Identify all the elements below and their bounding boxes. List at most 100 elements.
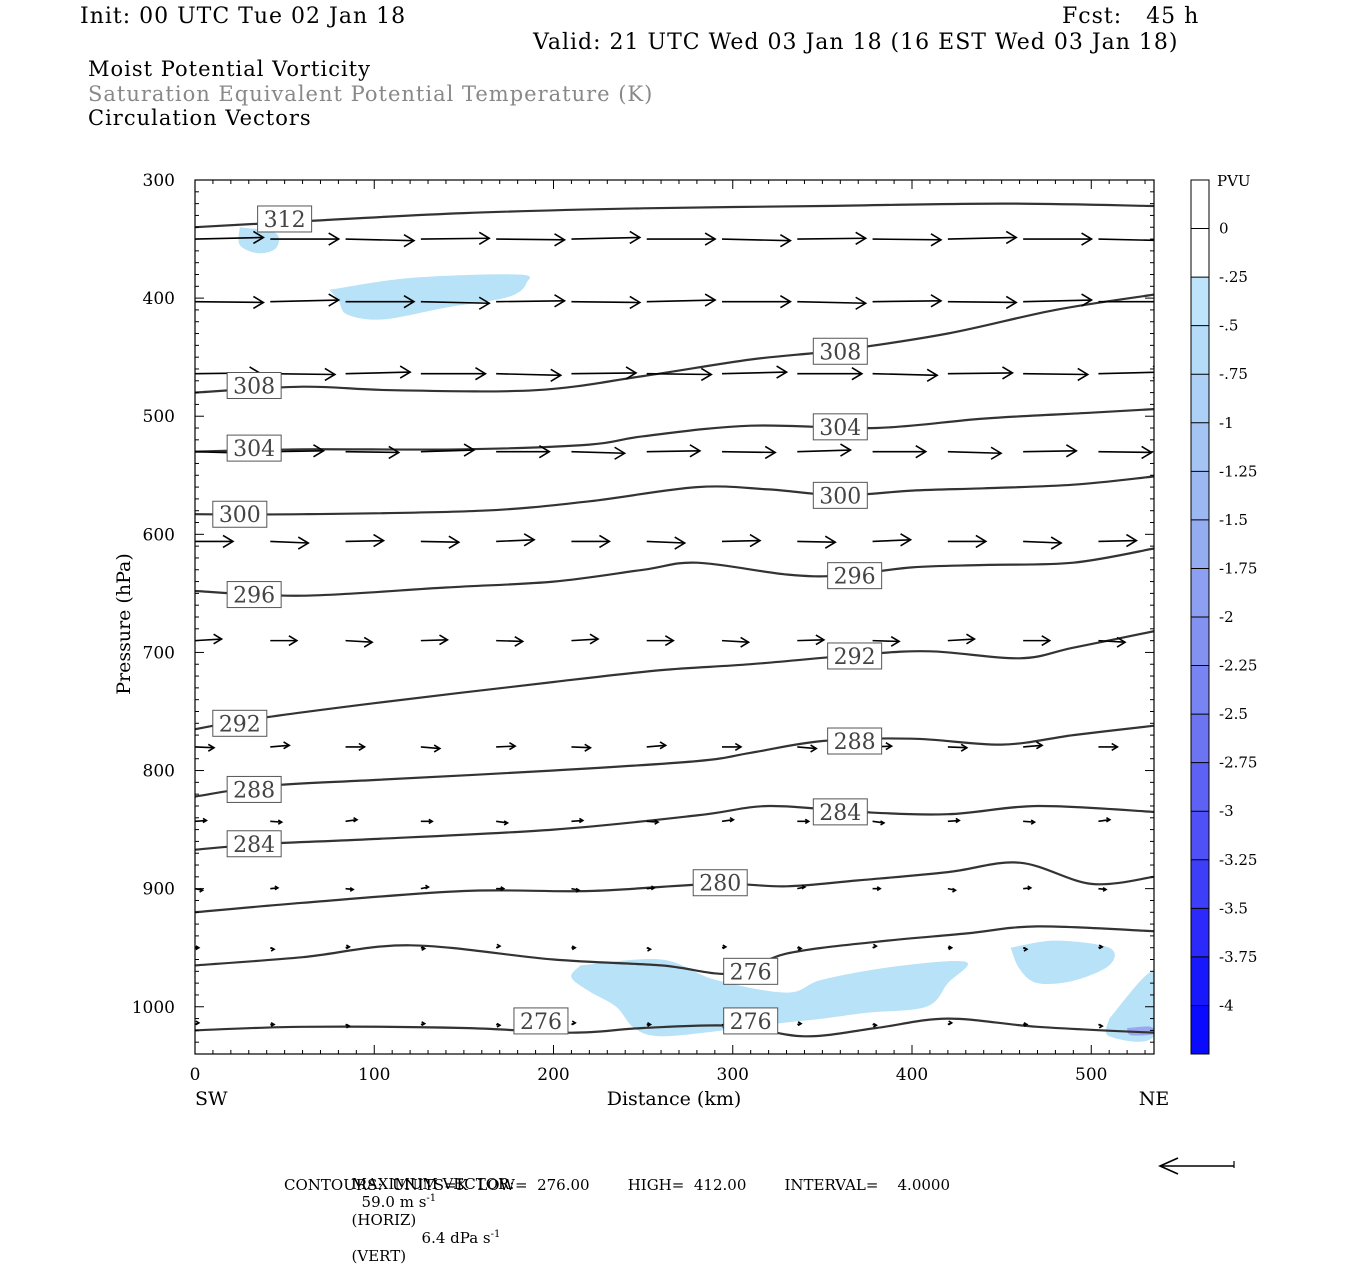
colorbar-level-label: -1.5 — [1219, 511, 1248, 529]
circulation-vector — [1023, 293, 1094, 307]
contour-label-box — [226, 581, 282, 609]
contour-label-box — [212, 709, 268, 737]
colorbar-swatch — [1191, 519, 1209, 569]
circulation-vector — [872, 444, 928, 459]
theta-contour-288 — [195, 724, 1154, 798]
circulation-vector — [195, 633, 224, 645]
circulation-vector — [1023, 367, 1090, 382]
plot-frame — [194, 179, 1155, 1055]
y-tick-label: 700 — [143, 643, 175, 663]
colorbar-level-label: -1.75 — [1219, 559, 1257, 577]
circulation-vector — [571, 230, 642, 245]
contour-info-line: CONTOURS: UNITS=K LOW= 276.00 HIGH= 412.… — [284, 1176, 950, 1194]
circulation-vector — [872, 1022, 878, 1028]
circulation-vector — [797, 946, 803, 951]
contour-label-280: 280 — [699, 872, 741, 897]
circulation-vector — [496, 533, 536, 547]
x-tick-label: 0 — [190, 1065, 201, 1085]
colorbar-level-label: -2 — [1219, 608, 1234, 626]
y-axis-title: Pressure (hPa) — [113, 553, 135, 695]
circulation-vector — [270, 232, 341, 246]
theta-contour-300 — [195, 475, 1154, 516]
pv-region-2 — [571, 959, 969, 1037]
circulation-vector — [496, 820, 510, 826]
circulation-vector — [420, 884, 431, 890]
theta-contour-308 — [195, 293, 1154, 394]
contour-label-box — [692, 869, 748, 897]
circulation-vector — [345, 944, 351, 950]
theta-contour-276 — [195, 1017, 1154, 1038]
field-title-pv: Moist Potential Vorticity — [88, 57, 371, 81]
vector-layer — [195, 230, 1154, 1029]
circulation-vector — [420, 744, 442, 753]
circulation-vector — [195, 817, 208, 824]
circulation-vector — [571, 446, 627, 460]
colorbar-swatch — [1191, 617, 1209, 667]
circulation-vector — [1153, 887, 1154, 889]
contour-label-box — [827, 642, 883, 670]
circulation-vector — [646, 232, 717, 246]
contour-label-288: 288 — [233, 778, 275, 803]
colorbar-level-label: -2.25 — [1219, 657, 1257, 675]
circulation-vector — [195, 230, 265, 245]
x-axis-right-end: NE — [1139, 1088, 1170, 1110]
circulation-vector — [872, 886, 882, 892]
circulation-vector — [1023, 741, 1044, 750]
circulation-vector — [797, 744, 818, 753]
circulation-vector — [947, 743, 969, 752]
circulation-vector — [646, 819, 660, 825]
circulation-vector — [1153, 746, 1154, 748]
circulation-vector — [420, 231, 491, 245]
circulation-vector — [872, 368, 939, 382]
circulation-vector — [195, 295, 265, 310]
max-vector-horiz-unit: (HORIZ) — [351, 1211, 417, 1229]
circulation-vector — [872, 533, 913, 547]
contour-label-312: 312 — [264, 208, 306, 233]
circulation-vector — [721, 445, 777, 460]
y-tick-label: 900 — [143, 880, 175, 900]
contour-label-box — [812, 481, 868, 509]
circulation-vector — [1023, 1021, 1029, 1027]
contour-label-288: 288 — [834, 730, 876, 755]
circulation-vector — [872, 233, 943, 247]
circulation-vector — [797, 443, 853, 457]
theta-contour-284 — [195, 804, 1154, 851]
pv-colorbar: 0 -.25 -.5 -.75 -1 -1.25 -1.5 -1.75 -2 -2.25 -2.5 -… — [1190, 179, 1257, 1055]
contour-label-276: 276 — [730, 1010, 772, 1035]
x-tick-label: 300 — [717, 1065, 749, 1085]
circulation-vector — [420, 1021, 427, 1027]
circulation-vector — [872, 820, 886, 826]
circulation-vector — [646, 635, 675, 647]
circulation-vector — [797, 231, 868, 245]
circulation-vector — [1098, 636, 1127, 648]
contour-label-292: 292 — [219, 712, 261, 737]
theta-contour-layer — [195, 202, 1154, 1038]
contour-label-284: 284 — [233, 833, 275, 858]
circulation-vector — [947, 1020, 954, 1026]
contour-label-300: 300 — [819, 484, 861, 509]
max-vector-horiz: 59.0 m s — [361, 1193, 427, 1211]
y-tick-label: 600 — [143, 525, 175, 545]
circulation-vector — [1098, 1023, 1104, 1029]
colorbar-swatch — [1191, 228, 1209, 278]
contour-label-box — [812, 337, 868, 365]
contour-label-layer: 312 308 308 304 304 300 300 296 296 292 292 288 288 2… — [212, 205, 883, 1035]
circulation-vector — [345, 816, 359, 823]
circulation-vector — [571, 743, 592, 752]
colorbar-level-label: -3.5 — [1219, 899, 1248, 917]
circulation-vector — [1098, 816, 1112, 823]
theta-contour-304 — [195, 408, 1154, 453]
colorbar-swatch — [1191, 714, 1209, 764]
contour-label-box — [827, 727, 883, 755]
contour-label-box — [812, 413, 868, 441]
colorbar-swatch — [1191, 859, 1209, 909]
x-tick-label: 200 — [537, 1065, 569, 1085]
circulation-vector — [797, 296, 868, 310]
colorbar-title: PVU — [1217, 172, 1251, 190]
x-tick-label: 100 — [358, 1065, 390, 1085]
theta-contour-292 — [195, 630, 1154, 731]
circulation-vector — [646, 741, 668, 750]
max-vector-line: MAXIMUM VECTOR: 59.0 m s-1 (HORIZ) 6.4 d… — [342, 1157, 515, 1265]
contour-label-box — [226, 434, 282, 462]
circulation-vector — [345, 742, 367, 752]
